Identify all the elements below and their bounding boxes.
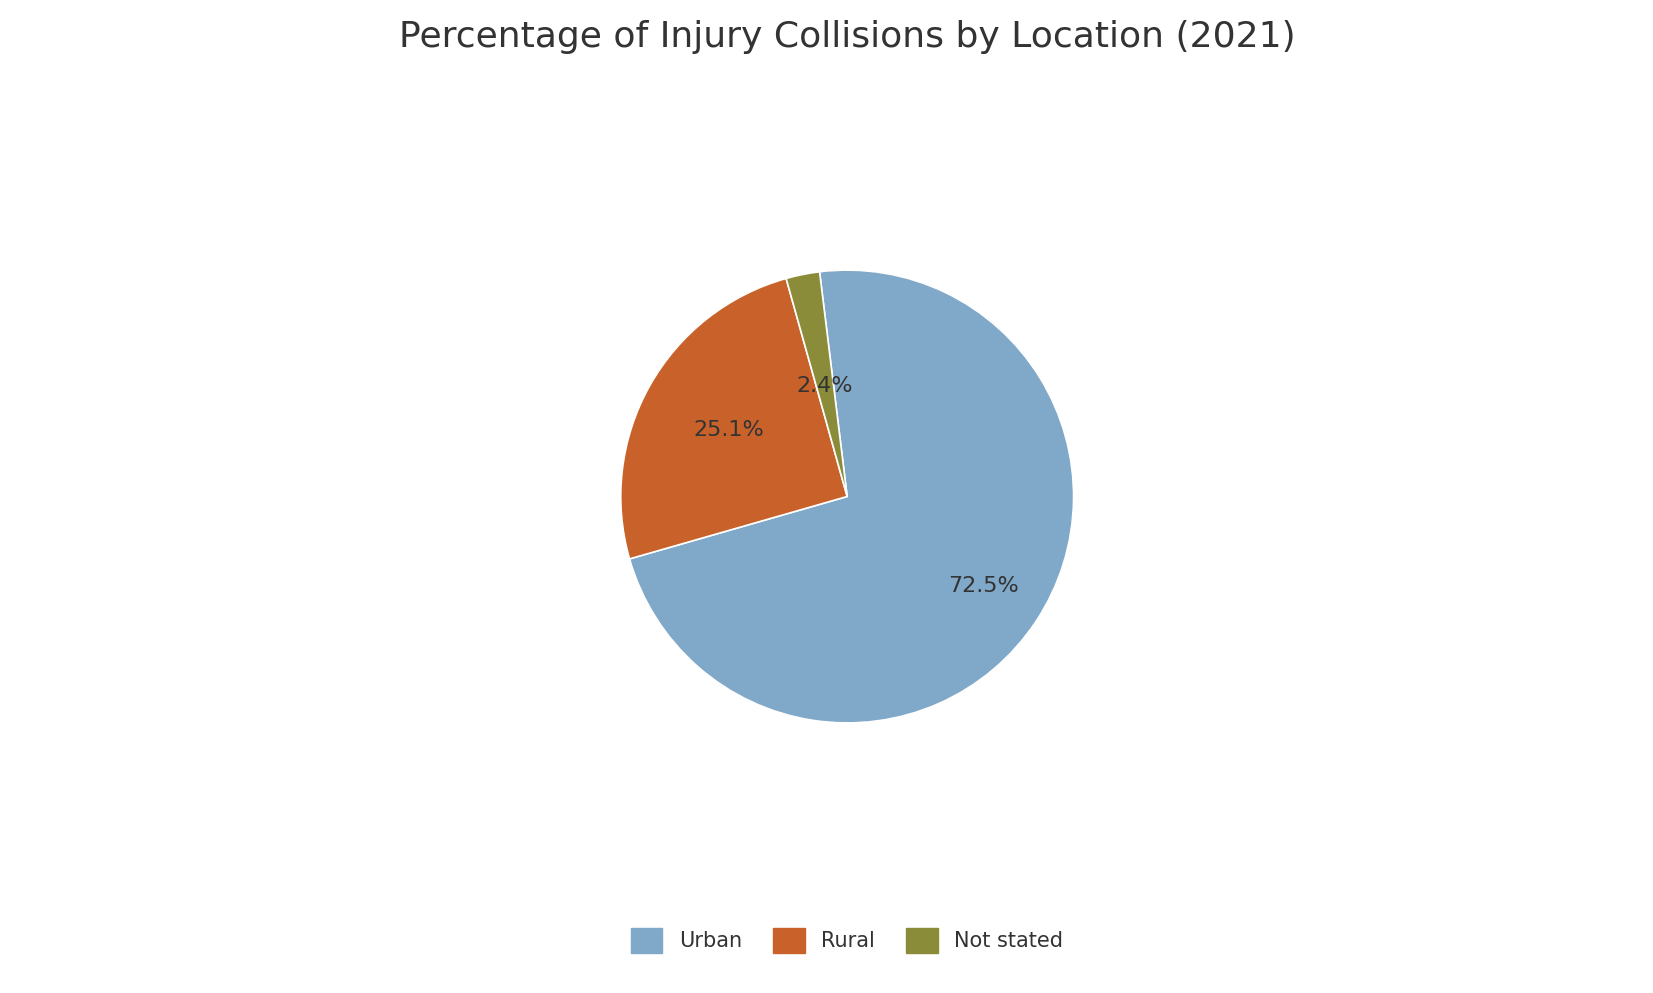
Legend: Urban, Rural, Not stated: Urban, Rural, Not stated xyxy=(623,920,1071,961)
Text: 25.1%: 25.1% xyxy=(693,420,764,440)
Text: 2.4%: 2.4% xyxy=(797,375,853,395)
Title: Percentage of Injury Collisions by Location (2021): Percentage of Injury Collisions by Locat… xyxy=(398,20,1296,54)
Text: 72.5%: 72.5% xyxy=(947,577,1018,597)
Wedge shape xyxy=(630,270,1073,723)
Wedge shape xyxy=(622,278,846,559)
Wedge shape xyxy=(787,272,846,496)
